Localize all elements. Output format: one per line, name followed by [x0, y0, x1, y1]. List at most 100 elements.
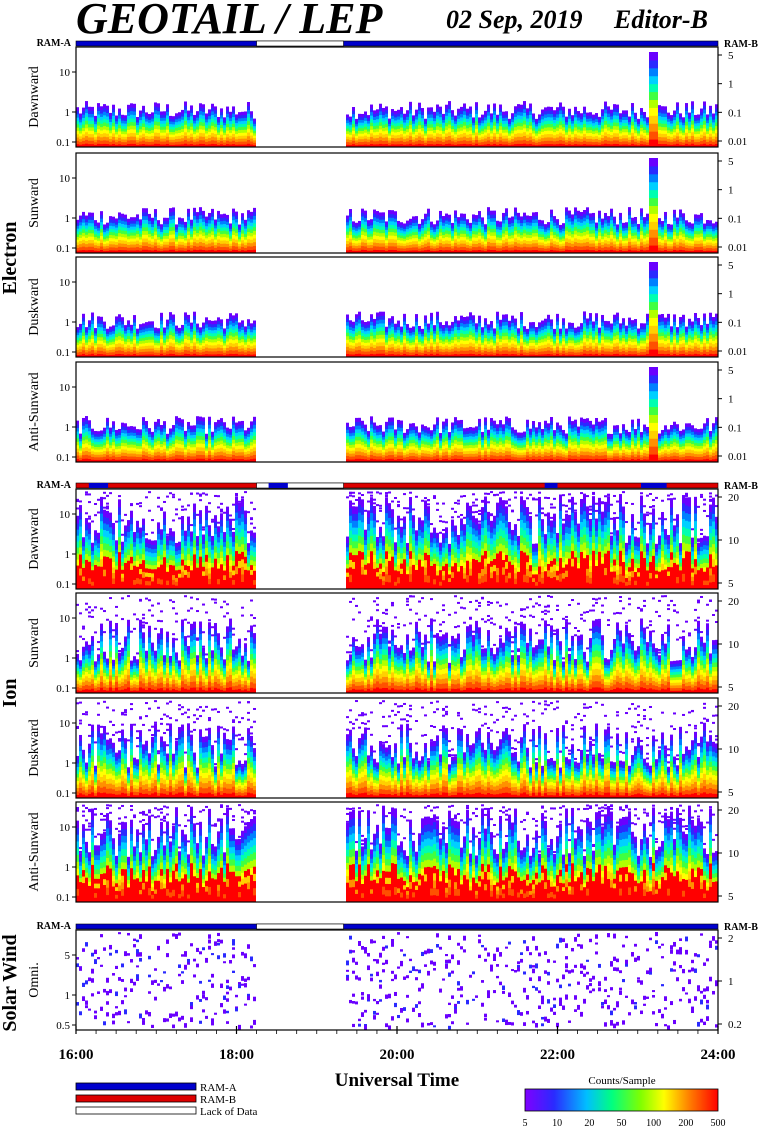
heatmap-cell [415, 225, 418, 229]
heatmap-cell [181, 128, 184, 132]
heatmap-cell [634, 133, 637, 136]
heatmap-cell [124, 115, 127, 118]
heatmap-cell [178, 121, 181, 124]
heatmap-cell [427, 227, 430, 231]
heatmap-cell [577, 129, 580, 132]
heatmap-cell [643, 223, 646, 226]
heatmap-cell [652, 115, 655, 123]
heatmap-cell [79, 114, 82, 117]
heatmap-cell [613, 226, 616, 230]
heatmap-cell [235, 114, 238, 117]
heatmap-cell [613, 129, 616, 133]
heatmap-cell [661, 116, 664, 120]
heatmap-cell [241, 124, 244, 127]
heatmap-cell [442, 225, 445, 229]
heatmap-cell [520, 241, 523, 245]
heatmap-cell [154, 216, 157, 220]
heatmap-cell [211, 231, 214, 235]
heatmap-cell [154, 121, 157, 125]
heatmap-cell [154, 213, 157, 217]
heatmap-cell [673, 235, 676, 239]
heatmap-cell [91, 114, 94, 118]
heatmap-cell [595, 223, 598, 226]
heatmap-cell [559, 110, 562, 114]
heatmap-cell [91, 342, 94, 346]
heatmap-cell [115, 337, 118, 341]
heatmap-cell [634, 247, 637, 251]
heatmap-cell [613, 108, 616, 112]
heatmap-cell [586, 133, 589, 136]
heatmap-cell [658, 105, 661, 109]
heatmap-cell [88, 239, 91, 243]
heatmap-cell [406, 132, 409, 136]
heatmap-cell [433, 124, 436, 127]
heatmap-cell [676, 238, 679, 241]
heatmap-cell [391, 138, 394, 142]
heatmap-cell [100, 218, 103, 222]
heatmap-cell [520, 112, 523, 116]
heatmap-cell [655, 123, 658, 131]
heatmap-cell [148, 321, 151, 324]
heatmap-cell [97, 343, 100, 347]
heatmap-cell [649, 100, 652, 108]
heatmap-cell [109, 127, 112, 130]
heatmap-cell [553, 113, 556, 117]
heatmap-cell [688, 115, 691, 118]
heatmap-cell [634, 235, 637, 239]
heatmap-cell [406, 221, 409, 224]
heatmap-cell [202, 104, 205, 108]
heatmap-cell [376, 211, 379, 215]
heatmap-cell [610, 131, 613, 135]
heatmap-cell [625, 138, 628, 142]
heatmap-cell [487, 238, 490, 242]
heatmap-cell [607, 117, 610, 121]
ram-label-right: RAM-B [724, 39, 758, 50]
heatmap-cell [676, 140, 679, 144]
heatmap-cell [430, 124, 433, 128]
heatmap-cell [184, 342, 187, 346]
heatmap-cell [688, 138, 691, 141]
heatmap-cell [640, 227, 643, 231]
heatmap-cell [214, 120, 217, 124]
heatmap-cell [391, 125, 394, 129]
heatmap-cell [163, 227, 166, 230]
heatmap-cell [682, 227, 685, 231]
heatmap-cell [232, 120, 235, 124]
heatmap-cell [220, 115, 223, 119]
heatmap-cell [364, 135, 367, 138]
heatmap-cell [394, 114, 397, 118]
heatmap-cell [652, 60, 655, 68]
heatmap-cell [577, 123, 580, 126]
heatmap-cell [571, 231, 574, 235]
heatmap-cell [232, 212, 235, 216]
heatmap-cell [577, 214, 580, 218]
heatmap-cell [181, 227, 184, 230]
heatmap-cell [220, 224, 223, 228]
heatmap-cell [169, 342, 172, 346]
heatmap-cell [136, 247, 139, 251]
heatmap-cell [250, 132, 253, 135]
heatmap-cell [535, 236, 538, 240]
heatmap-cell [91, 240, 94, 244]
heatmap-cell [562, 140, 565, 144]
heatmap-cell [406, 135, 409, 139]
heatmap-cell [130, 118, 133, 122]
heatmap-cell [370, 129, 373, 133]
heatmap-cell [79, 216, 82, 220]
heatmap-cell [538, 220, 541, 223]
heatmap-cell [514, 106, 517, 110]
heatmap-cell [85, 222, 88, 226]
heatmap-cell [202, 129, 205, 133]
heatmap-cell [466, 131, 469, 135]
heatmap-cell [178, 241, 181, 244]
heatmap-cell [499, 129, 502, 133]
heatmap-cell [484, 126, 487, 130]
heatmap-cell [436, 220, 439, 223]
heatmap-cell [364, 225, 367, 229]
heatmap-cell [493, 225, 496, 229]
heatmap-cell [145, 340, 148, 343]
heatmap-cell [214, 130, 217, 134]
heatmap-cell [688, 113, 691, 116]
heatmap-cell [151, 345, 154, 348]
heatmap-cell [685, 132, 688, 136]
